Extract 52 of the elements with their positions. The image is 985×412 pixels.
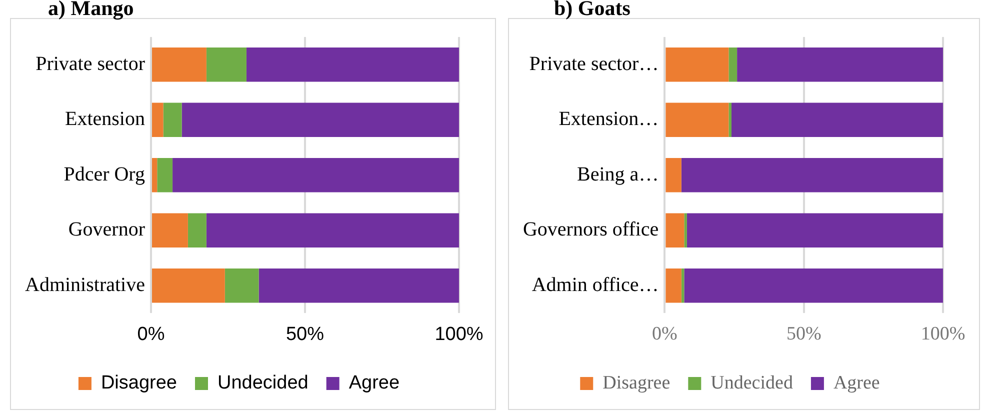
legend-label: Disagree [100, 372, 178, 394]
y-tick-label: Governor [68, 218, 146, 241]
bar [188, 213, 206, 248]
y-tick-label: Private sector [36, 52, 146, 75]
bar [684, 268, 943, 303]
bar [666, 268, 682, 303]
bar [163, 102, 182, 137]
bar [157, 158, 173, 192]
chart-title: b) Goats [553, 0, 632, 20]
chart-title: a) Mango [47, 0, 135, 20]
y-tick-label: Pdcer Org [64, 163, 145, 186]
bar [182, 102, 459, 137]
bar [206, 213, 459, 248]
y-tick-label: Administrative [24, 274, 146, 296]
y-tick-label: Being a… [577, 163, 659, 186]
bar [152, 47, 206, 82]
y-tick-label: Extension… [558, 108, 659, 130]
bar [152, 213, 188, 248]
legend-label: Disagree [602, 372, 670, 394]
bar [224, 268, 259, 303]
bar [172, 158, 459, 192]
bar [246, 47, 459, 82]
x-tick-label: 0% [652, 324, 678, 345]
bar [686, 213, 943, 248]
bar [737, 47, 943, 82]
bar [258, 268, 459, 303]
x-tick-label: 100% [920, 324, 966, 345]
x-tick-label: 100% [434, 324, 484, 345]
bar [666, 102, 729, 137]
y-tick-label: Governors office [522, 218, 659, 241]
legend-label: Undecided [710, 372, 794, 394]
legend-label: Agree [348, 372, 400, 394]
bar [731, 102, 943, 137]
legend-label: Undecided [217, 372, 308, 394]
bar [666, 47, 729, 82]
bar [681, 158, 943, 192]
y-tick-label: Extension [64, 108, 145, 130]
legend-label: Agree [833, 372, 880, 394]
y-tick-label: Admin office… [532, 274, 659, 296]
bar [152, 268, 225, 303]
bar [684, 213, 687, 248]
x-tick-label: 0% [137, 324, 165, 345]
bar [152, 158, 158, 192]
y-tick-label: Private sector… [529, 52, 659, 75]
x-tick-label: 50% [286, 324, 324, 345]
bar [152, 102, 164, 137]
bar [666, 158, 682, 192]
bar [728, 102, 732, 137]
bar [206, 47, 246, 82]
bar [666, 213, 684, 248]
bar [728, 47, 738, 82]
x-tick-label: 50% [786, 324, 822, 345]
